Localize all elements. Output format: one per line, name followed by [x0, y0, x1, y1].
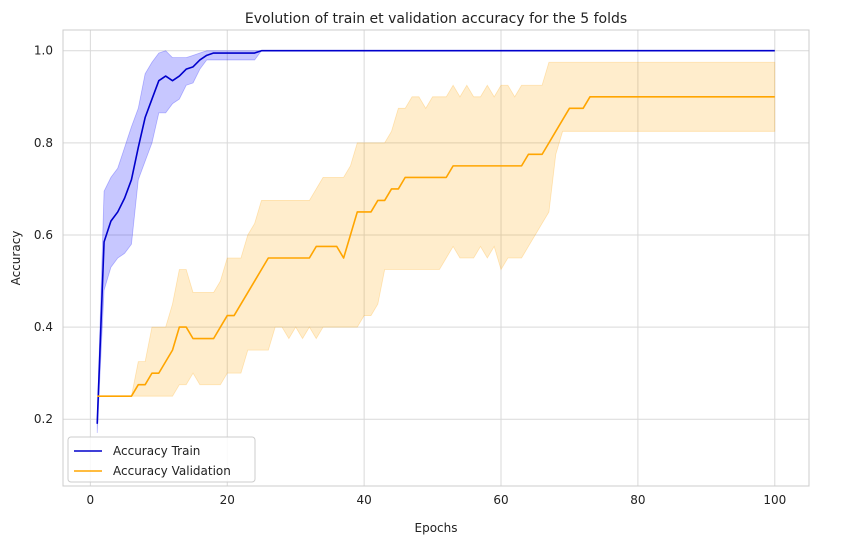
x-tick-label: 60 — [493, 493, 508, 507]
tick-label-layer: 0 20 40 60 80 100 0.2 0.4 0.6 0.8 1.0 — [34, 44, 786, 507]
x-tick-label: 40 — [356, 493, 371, 507]
series-line-train — [96, 49, 775, 424]
y-tick-label: 1.0 — [34, 44, 53, 58]
y-tick-label: 0.4 — [34, 320, 53, 334]
y-axis-label: Accuracy — [9, 231, 23, 286]
x-tick-label: 20 — [220, 493, 235, 507]
x-tick-label: 100 — [763, 493, 786, 507]
line-layer — [96, 49, 775, 424]
y-tick-label: 0.8 — [34, 136, 53, 150]
x-axis-label: Epochs — [415, 521, 458, 535]
plot-frame — [62, 29, 810, 487]
legend: Accuracy Train Accuracy Validation — [67, 436, 256, 483]
x-tick-label: 80 — [630, 493, 645, 507]
plot-background — [63, 30, 809, 486]
chart-title: Evolution of train et validation accurac… — [245, 11, 627, 27]
legend-label-train: Accuracy Train — [113, 444, 200, 458]
y-tick-label: 0.6 — [34, 228, 53, 242]
x-tick-label: 0 — [87, 493, 95, 507]
y-tick-label: 0.2 — [34, 412, 53, 426]
series-line-validation — [97, 95, 775, 397]
legend-box — [67, 436, 256, 483]
legend-label-validation: Accuracy Validation — [113, 464, 231, 478]
